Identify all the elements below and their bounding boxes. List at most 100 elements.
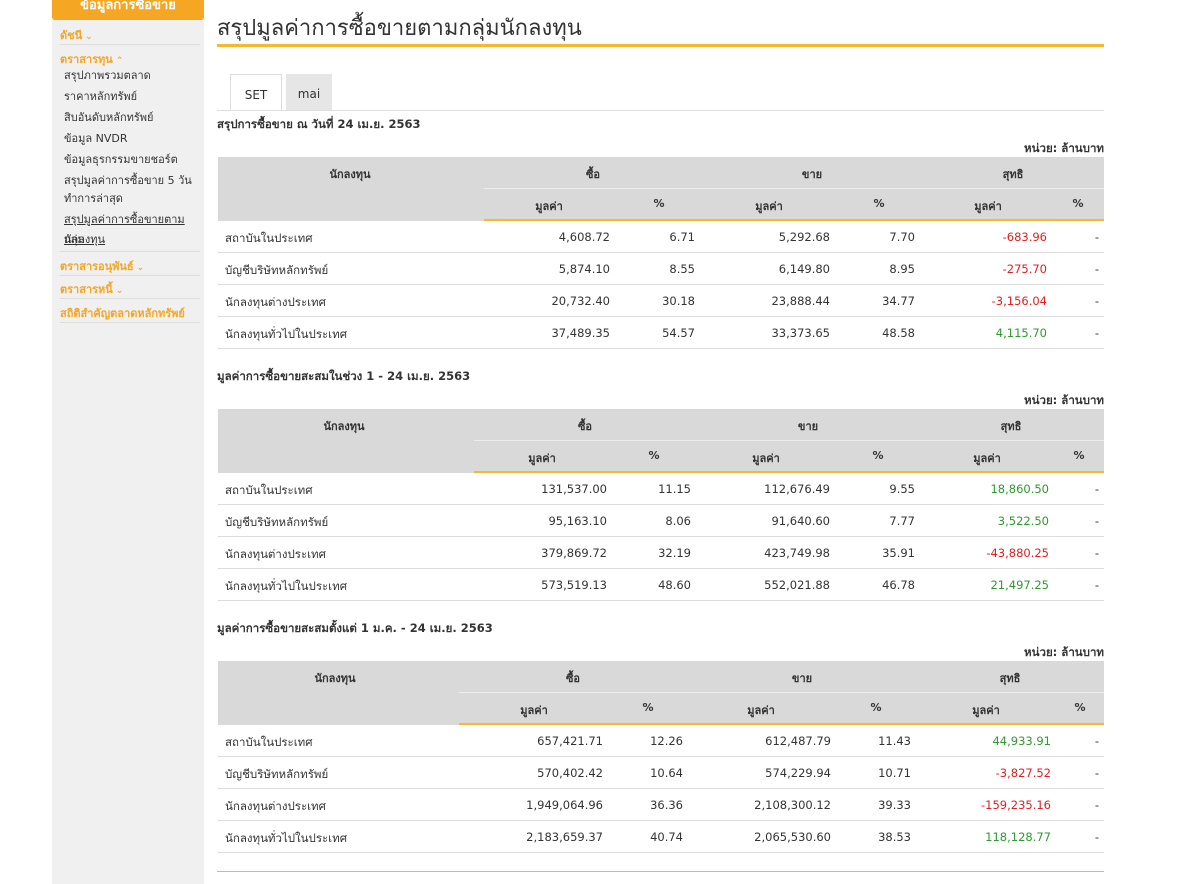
cell-investor: สถาบันในประเทศ bbox=[225, 483, 313, 497]
header-investor: นักลงทุน bbox=[329, 168, 371, 181]
cell-sell-value: 612,487.79 bbox=[765, 734, 831, 748]
cell-sell-percent: 48.58 bbox=[882, 326, 915, 340]
table-row: นักลงทุนทั่วไปในประเทศ 2,183,659.37 40.74 2… bbox=[218, 821, 1104, 853]
sidebar-item-index[interactable]: ดัชนี ⌄ bbox=[60, 26, 93, 44]
sidebar-subitem-nvdr[interactable]: ข้อมูล NVDR bbox=[64, 132, 128, 145]
table-row: นักลงทุนต่างประเทศ 20,732.40 30.18 23,888.4… bbox=[218, 285, 1104, 317]
table-row: นักลงทุนต่างประเทศ 379,869.72 32.19 423,749… bbox=[218, 537, 1104, 569]
header-sell-value: มูลค่า bbox=[755, 200, 783, 213]
cell-buy-value: 2,183,659.37 bbox=[526, 830, 603, 844]
cell-buy-percent: 11.15 bbox=[658, 482, 691, 496]
title-rule bbox=[217, 44, 1104, 47]
sidebar-subitem-investor-summary[interactable]: สรุปมูลค่าการซื้อขายตามกลุ่ม bbox=[64, 213, 185, 246]
tab-mai[interactable]: mai bbox=[286, 74, 332, 110]
tab-set[interactable]: SET bbox=[230, 74, 282, 110]
subheader-separator bbox=[459, 692, 1104, 693]
sidebar-subitem-5day-summary[interactable]: สรุปมูลค่าการซื้อขาย 5 วัน bbox=[64, 174, 192, 187]
cell-buy-value: 657,421.71 bbox=[537, 734, 603, 748]
divider bbox=[60, 275, 200, 276]
subheader-separator bbox=[484, 188, 1104, 189]
chevron-down-icon: ⌄ bbox=[85, 32, 93, 42]
cell-buy-percent: 8.55 bbox=[669, 262, 695, 276]
cell-sell-percent: 35.91 bbox=[882, 546, 915, 560]
sidebar-subitem-market-summary[interactable]: สรุปภาพรวมตลาด bbox=[64, 69, 151, 82]
cell-net-value: 4,115.70 bbox=[995, 326, 1047, 340]
subheader-accent-rule bbox=[459, 723, 1104, 725]
section-title: สรุปการซื้อขาย ณ วันที่ 24 เม.ย. 2563 bbox=[217, 117, 421, 131]
cell-net-value: -3,156.04 bbox=[991, 294, 1047, 308]
tabs-underline bbox=[217, 110, 1104, 111]
cell-net-percent: - bbox=[1094, 230, 1099, 244]
header-sell: ขาย bbox=[791, 672, 813, 685]
cell-net-value: 44,933.91 bbox=[992, 734, 1051, 748]
cell-net-value: 21,497.25 bbox=[990, 578, 1049, 592]
header-buy-value: มูลค่า bbox=[535, 200, 563, 213]
cell-sell-value: 91,640.60 bbox=[771, 514, 830, 528]
sidebar-subitem-short-sell[interactable]: ข้อมูลธุรกรรมขายชอร์ต bbox=[64, 153, 178, 166]
header-net: สุทธิ bbox=[1000, 420, 1022, 433]
sidebar-item-label: ตราสารอนุพันธ์ bbox=[60, 260, 134, 273]
cell-investor: นักลงทุนทั่วไปในประเทศ bbox=[225, 831, 347, 845]
cell-net-percent: - bbox=[1094, 578, 1099, 592]
header-net-value: มูลค่า bbox=[972, 704, 1000, 717]
unit-label: หน่วย: ล้านบาท bbox=[1024, 645, 1104, 659]
header-buy-value: มูลค่า bbox=[520, 704, 548, 717]
cell-buy-percent: 36.36 bbox=[650, 798, 683, 812]
divider bbox=[60, 44, 200, 45]
header-net-value: มูลค่า bbox=[974, 200, 1002, 213]
sidebar-header[interactable]: ข้อมูลการซื้อขาย bbox=[52, 0, 204, 20]
header-sell-percent: % bbox=[870, 701, 882, 714]
subheader-accent-rule bbox=[484, 219, 1104, 221]
summary-table: นักลงทุน ซื้อ ขาย สุทธิ มูลค่า% มูลค่า% มูลค่า… bbox=[218, 157, 1104, 349]
sidebar-subitem-stock-price[interactable]: ราคาหลักทรัพย์ bbox=[64, 90, 138, 103]
cell-buy-percent: 12.26 bbox=[650, 734, 683, 748]
header-investor: นักลงทุน bbox=[323, 420, 365, 433]
cell-sell-percent: 11.43 bbox=[878, 734, 911, 748]
cell-net-percent: - bbox=[1094, 830, 1099, 844]
table-row: บัญชีบริษัทหลักทรัพย์ 5,874.10 8.55 6,149.8… bbox=[218, 253, 1104, 285]
sidebar-item-statistics[interactable]: สถิติสำคัญตลาดหลักทรัพย์ bbox=[60, 304, 185, 322]
table-row: สถาบันในประเทศ 131,537.00 11.15 112,676.49 9… bbox=[218, 473, 1104, 505]
header-buy-percent: % bbox=[642, 701, 654, 714]
cell-net-value: -3,827.52 bbox=[995, 766, 1051, 780]
cell-buy-percent: 54.57 bbox=[662, 326, 695, 340]
page-title: สรุปมูลค่าการซื้อขายตามกลุ่มนักลงทุน bbox=[217, 16, 582, 41]
cell-investor: นักลงทุนต่างประเทศ bbox=[225, 799, 326, 813]
chevron-down-icon: ⌄ bbox=[115, 286, 124, 296]
sidebar-item-derivatives[interactable]: ตราสารอนุพันธ์ ⌄ bbox=[60, 257, 144, 275]
cell-sell-value: 5,292.68 bbox=[778, 230, 830, 244]
cell-sell-value: 552,021.88 bbox=[764, 578, 830, 592]
cell-buy-value: 379,869.72 bbox=[541, 546, 607, 560]
cell-investor: นักลงทุนทั่วไปในประเทศ bbox=[225, 579, 347, 593]
sidebar-subitem-investor-summary-cont[interactable]: นักลงทุน bbox=[64, 233, 106, 246]
sidebar-subitem-5day-summary-cont[interactable]: ทำการล่าสุด bbox=[64, 192, 123, 205]
sidebar-item-bonds[interactable]: ตราสารหนี้ ⌄ bbox=[60, 280, 123, 298]
cell-sell-percent: 9.55 bbox=[889, 482, 915, 496]
section-title: มูลค่าการซื้อขายสะสมในช่วง 1 - 24 เม.ย. … bbox=[217, 369, 471, 383]
cell-sell-value: 33,373.65 bbox=[771, 326, 830, 340]
cell-investor: บัญชีบริษัทหลักทรัพย์ bbox=[225, 515, 329, 529]
sidebar-subitem-top-ten[interactable]: สิบอันดับหลักทรัพย์ bbox=[64, 111, 154, 124]
cell-buy-value: 5,874.10 bbox=[558, 262, 610, 276]
cell-net-percent: - bbox=[1094, 766, 1099, 780]
cell-net-value: -159,235.16 bbox=[981, 798, 1051, 812]
cell-investor: สถาบันในประเทศ bbox=[225, 735, 313, 749]
cell-buy-percent: 30.18 bbox=[662, 294, 695, 308]
header-net-percent: % bbox=[1072, 197, 1084, 210]
cell-net-percent: - bbox=[1094, 734, 1099, 748]
sidebar-item-equity[interactable]: ตราสารทุน ⌃ bbox=[60, 50, 123, 68]
header-investor: นักลงทุน bbox=[314, 672, 356, 685]
cell-buy-value: 37,489.35 bbox=[551, 326, 610, 340]
cell-sell-percent: 46.78 bbox=[882, 578, 915, 592]
header-sell: ขาย bbox=[797, 420, 819, 433]
sidebar-item-label: สถิติสำคัญตลาดหลักทรัพย์ bbox=[60, 307, 185, 320]
table-header: นักลงทุน ซื้อ ขาย สุทธิ มูลค่า% มูลค่า% มูลค่า… bbox=[218, 661, 1104, 725]
unit-label: หน่วย: ล้านบาท bbox=[1024, 141, 1104, 155]
header-buy: ซื้อ bbox=[577, 420, 593, 433]
summary-table: นักลงทุน ซื้อ ขาย สุทธิ มูลค่า% มูลค่า% มูลค่า… bbox=[218, 661, 1104, 853]
cell-buy-value: 20,732.40 bbox=[551, 294, 610, 308]
cell-sell-value: 23,888.44 bbox=[771, 294, 830, 308]
table-row: บัญชีบริษัทหลักทรัพย์ 95,163.10 8.06 91,640… bbox=[218, 505, 1104, 537]
section-title: มูลค่าการซื้อขายสะสมตั้งแต่ 1 ม.ค. - 24 … bbox=[217, 621, 493, 635]
cell-buy-value: 131,537.00 bbox=[541, 482, 607, 496]
